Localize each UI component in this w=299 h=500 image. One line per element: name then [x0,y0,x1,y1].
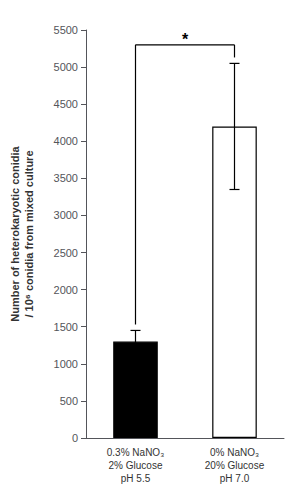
svg-text:0.3% NaNO₃: 0.3% NaNO₃ [107,447,164,458]
svg-text:4500: 4500 [54,98,78,110]
svg-text:1500: 1500 [54,321,78,333]
svg-text:pH 7.0: pH 7.0 [220,473,250,484]
svg-text:5000: 5000 [54,61,78,73]
svg-text:*: * [182,31,189,48]
svg-text:3000: 3000 [54,209,78,221]
svg-text:1000: 1000 [54,358,78,370]
svg-text:2500: 2500 [54,247,78,259]
svg-text:2% Glucose: 2% Glucose [109,460,163,471]
svg-text:5500: 5500 [54,24,78,36]
svg-text:/ 10⁶ conidia from mixed cultu: / 10⁶ conidia from mixed culture [23,150,35,317]
svg-text:500: 500 [60,395,78,407]
svg-text:3500: 3500 [54,172,78,184]
svg-text:pH 5.5: pH 5.5 [121,473,151,484]
svg-text:2000: 2000 [54,284,78,296]
svg-text:0: 0 [72,432,78,444]
svg-text:Number of heterokaryotic conid: Number of heterokaryotic conidia [9,145,21,321]
svg-text:0% NaNO₃: 0% NaNO₃ [210,447,259,458]
svg-text:20% Glucose: 20% Glucose [205,460,265,471]
svg-text:4000: 4000 [54,135,78,147]
